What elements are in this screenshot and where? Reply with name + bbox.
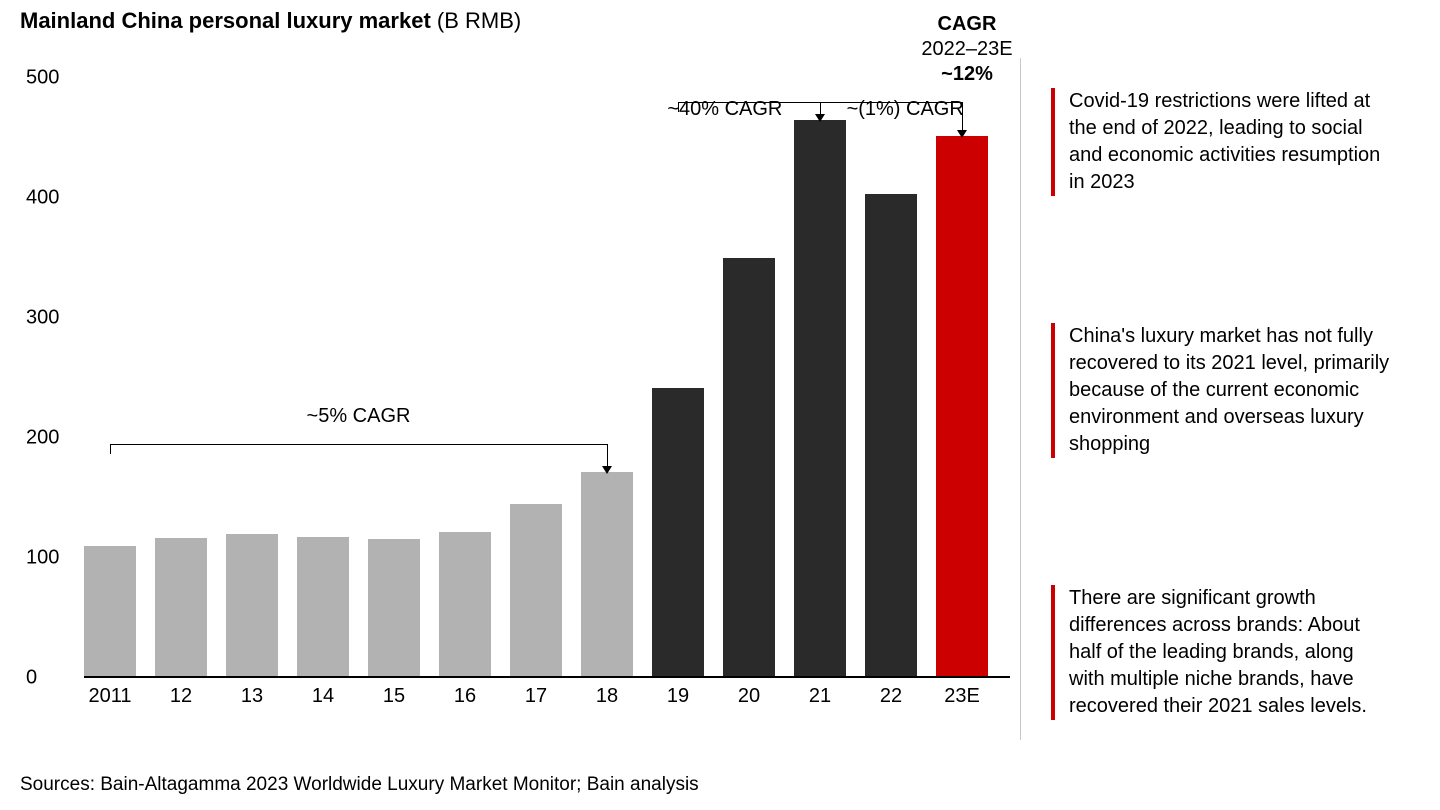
cagr-label: ~5% CAGR <box>307 405 411 428</box>
cagr-callout-line3: ~12% <box>907 62 1027 87</box>
x-tick-label: 12 <box>170 685 192 708</box>
bar <box>865 194 917 676</box>
bar <box>723 258 775 676</box>
cagr-label: ~40% CAGR <box>667 98 782 121</box>
insight-item: China's luxury market has not fully reco… <box>1051 323 1391 458</box>
title-main: Mainland China personal luxury market <box>20 8 431 33</box>
bar <box>794 120 846 676</box>
insight-item: There are significant growth differences… <box>1051 585 1391 720</box>
bar <box>581 472 633 676</box>
bar <box>297 537 349 676</box>
x-tick-label: 16 <box>454 685 476 708</box>
bar <box>368 539 420 676</box>
bar <box>226 534 278 676</box>
x-tick-label: 14 <box>312 685 334 708</box>
bar <box>936 136 988 676</box>
x-tick-label: 20 <box>738 685 760 708</box>
arrow-down-icon <box>815 114 825 122</box>
bracket-dropline <box>607 444 608 466</box>
source-line: Sources: Bain-Altagamma 2023 Worldwide L… <box>20 774 699 796</box>
y-tick-label: 300 <box>26 307 74 330</box>
plot-area: 2011121314151617181920212223E~5% CAGR~40… <box>84 78 1010 678</box>
x-tick-label: 2011 <box>88 685 131 708</box>
bar <box>439 532 491 676</box>
x-tick-label: 19 <box>667 685 689 708</box>
x-tick-label: 23E <box>944 685 980 708</box>
insights-column: Covid-19 restrictions were lifted at the… <box>1021 8 1401 760</box>
bar <box>155 538 207 676</box>
y-tick-label: 100 <box>26 547 74 570</box>
chart-region: 2011 12 13 14 15 16 17 18 19 20 21 22 23E ~5% CAGR ~40… <box>26 78 1020 718</box>
bar <box>84 546 136 676</box>
cagr-callout-line2: 2022–23E <box>907 37 1027 62</box>
x-tick-label: 18 <box>596 685 618 708</box>
x-tick-label: 21 <box>809 685 831 708</box>
x-tick-label: 15 <box>383 685 405 708</box>
y-tick-label: 500 <box>26 67 74 90</box>
bar <box>510 504 562 676</box>
bracket-tick <box>110 444 111 454</box>
arrow-down-icon <box>602 466 612 474</box>
insight-item: Covid-19 restrictions were lifted at the… <box>1051 88 1391 196</box>
x-tick-label: 22 <box>880 685 902 708</box>
x-tick-label: 13 <box>241 685 263 708</box>
cagr-bracket <box>110 444 607 445</box>
arrow-down-icon <box>957 130 967 138</box>
y-tick-label: 0 <box>26 667 74 690</box>
y-tick-label: 200 <box>26 427 74 450</box>
y-tick-label: 400 <box>26 187 74 210</box>
cagr-label: ~(1%) CAGR <box>847 98 964 121</box>
bar <box>652 388 704 676</box>
title-unit: (B RMB) <box>437 8 521 33</box>
bracket-dropline <box>820 102 821 114</box>
chart-title: Mainland China personal luxury market (B… <box>20 8 1020 34</box>
cagr-callout-line1: CAGR <box>907 12 1027 37</box>
cagr-callout: CAGR2022–23E~12% <box>907 12 1027 87</box>
x-tick-label: 17 <box>525 685 547 708</box>
